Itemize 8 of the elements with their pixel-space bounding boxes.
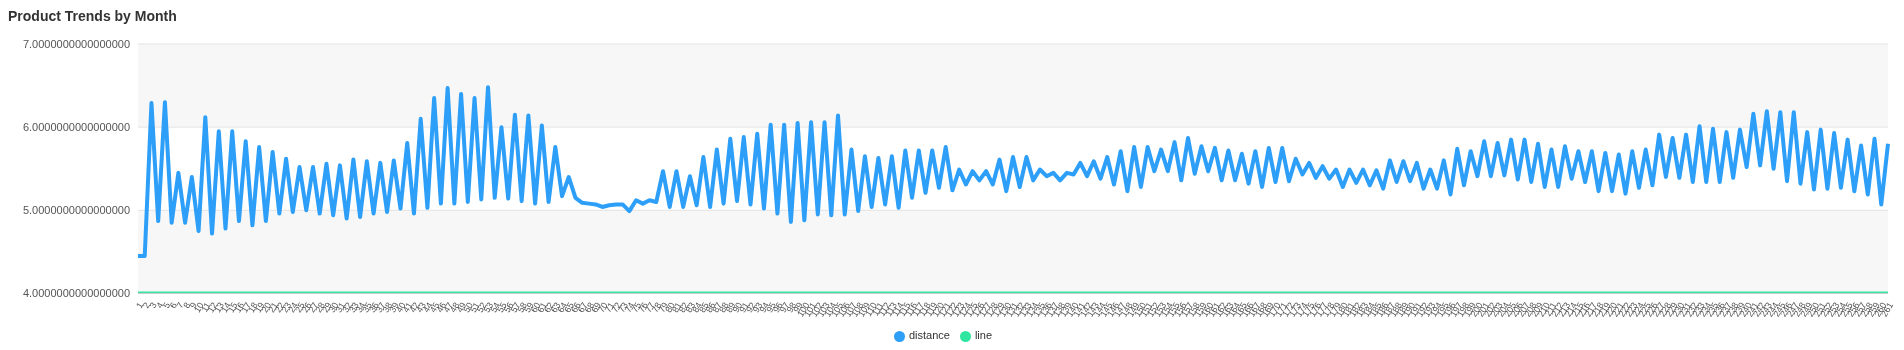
y-tick-label: 5.0000000000000000 (22, 204, 130, 217)
line-series (136, 85, 1890, 258)
y-tick-label: 6.0000000000000000 (22, 121, 130, 134)
chart-title: Product Trends by Month (8, 8, 178, 26)
legend-label: distance (908, 329, 950, 342)
y-tick-label: 4.0000000000000000 (22, 287, 130, 300)
y-tick-label: 7.0000000000000000 (22, 37, 130, 50)
legend-label: line (974, 329, 993, 342)
